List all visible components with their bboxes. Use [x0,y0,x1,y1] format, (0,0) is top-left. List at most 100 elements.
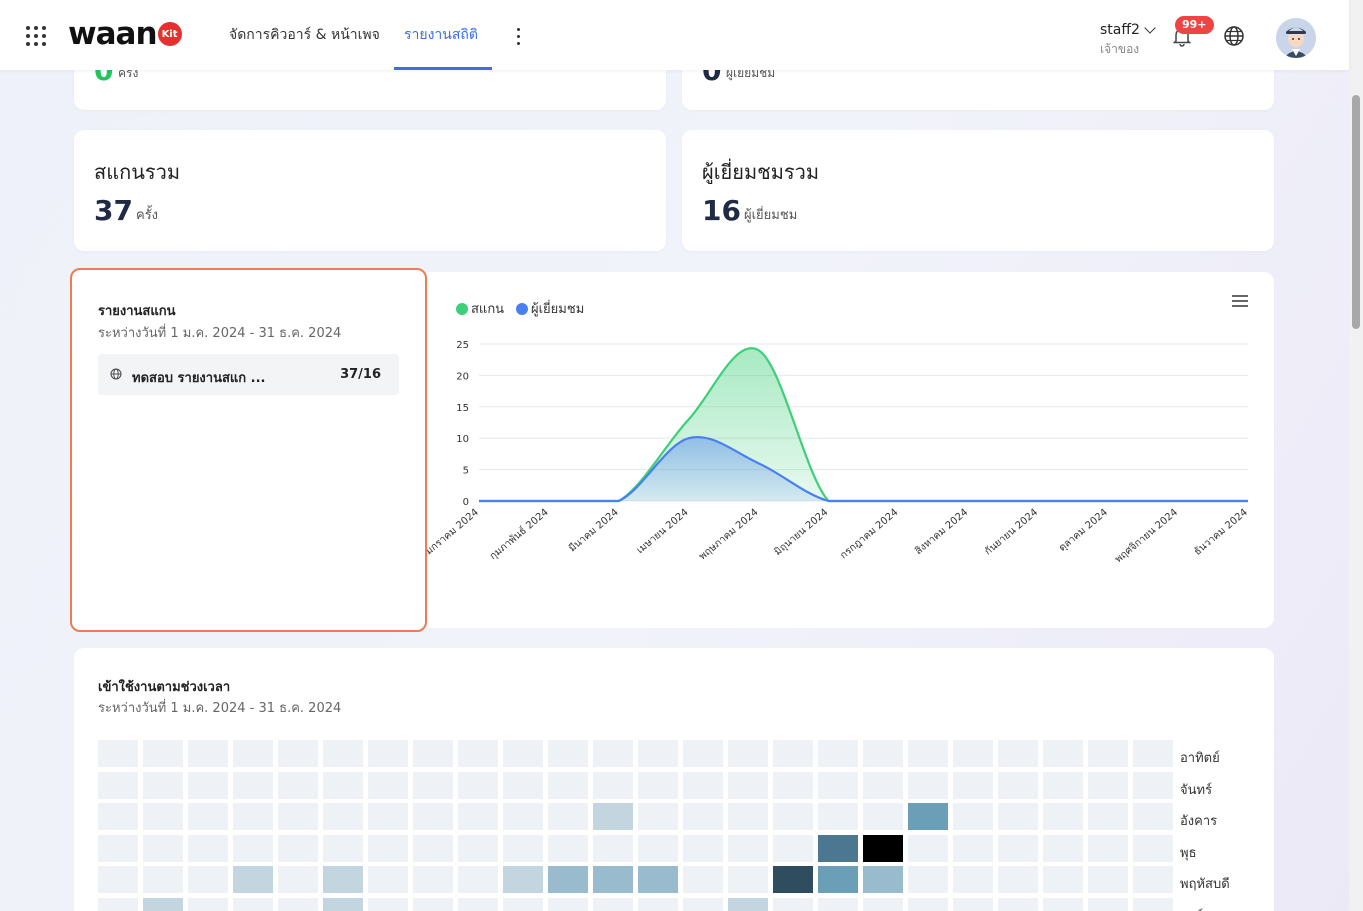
heatmap-cell[interactable] [593,897,633,911]
heatmap-cell[interactable] [728,740,768,767]
heatmap-cell[interactable] [278,803,318,830]
heatmap-cell[interactable] [323,866,363,893]
heatmap-cell[interactable] [188,771,228,799]
legend-visitor[interactable]: ผู้เยี่ยมชม [516,298,584,319]
heatmap-cell[interactable] [863,740,903,767]
tab-qr-management[interactable]: จัดการคิวอาร์ & หน้าเพจ [229,27,380,43]
heatmap-cell[interactable] [188,866,228,893]
heatmap-cell[interactable] [953,834,993,862]
heatmap-cell[interactable] [773,866,813,893]
heatmap-cell[interactable] [503,771,543,799]
heatmap-cell[interactable] [548,803,588,830]
heatmap-cell[interactable] [368,834,408,862]
heatmap-cell[interactable] [1133,866,1173,893]
heatmap-cell[interactable] [458,740,498,767]
heatmap-cell[interactable] [1133,834,1173,862]
heatmap-cell[interactable] [908,897,948,911]
heatmap-cell[interactable] [458,771,498,799]
heatmap-cell[interactable] [278,740,318,767]
heatmap-cell[interactable] [683,740,723,767]
heatmap-cell[interactable] [953,866,993,893]
heatmap-cell[interactable] [413,740,453,767]
heatmap-cell[interactable] [683,897,723,911]
heatmap-cell[interactable] [998,866,1038,893]
heatmap-cell[interactable] [503,834,543,862]
heatmap-cell[interactable] [818,771,858,799]
heatmap-cell[interactable] [593,803,633,830]
scrollbar-thumb[interactable] [1352,95,1360,329]
heatmap-cell[interactable] [368,803,408,830]
heatmap-cell[interactable] [863,866,903,893]
heatmap-cell[interactable] [503,897,543,911]
heatmap-cell[interactable] [1088,866,1128,893]
heatmap-cell[interactable] [368,740,408,767]
language-globe-icon[interactable] [1222,24,1246,48]
heatmap-cell[interactable] [1043,897,1083,911]
heatmap-cell[interactable] [413,803,453,830]
heatmap-cell[interactable] [1088,834,1128,862]
more-options-icon[interactable] [510,24,526,48]
heatmap-cell[interactable] [998,740,1038,767]
heatmap-cell[interactable] [773,740,813,767]
heatmap-cell[interactable] [953,740,993,767]
heatmap-cell[interactable] [98,866,138,893]
heatmap-cell[interactable] [818,740,858,767]
heatmap-cell[interactable] [638,803,678,830]
heatmap-cell[interactable] [278,866,318,893]
heatmap-cell[interactable] [593,771,633,799]
heatmap-cell[interactable] [413,834,453,862]
heatmap-cell[interactable] [1043,803,1083,830]
heatmap-cell[interactable] [863,897,903,911]
heatmap-cell[interactable] [998,897,1038,911]
heatmap-cell[interactable] [863,834,903,862]
heatmap-cell[interactable] [143,834,183,862]
heatmap-cell[interactable] [233,834,273,862]
heatmap-cell[interactable] [188,803,228,830]
heatmap-cell[interactable] [593,866,633,893]
heatmap-cell[interactable] [998,803,1038,830]
heatmap-cell[interactable] [998,771,1038,799]
heatmap-cell[interactable] [908,803,948,830]
heatmap-cell[interactable] [143,866,183,893]
heatmap-cell[interactable] [368,866,408,893]
heatmap-cell[interactable] [323,803,363,830]
heatmap-cell[interactable] [953,771,993,799]
heatmap-cell[interactable] [1088,771,1128,799]
heatmap-cell[interactable] [278,771,318,799]
heatmap-cell[interactable] [143,740,183,767]
heatmap-cell[interactable] [458,897,498,911]
page-scrollbar[interactable] [1349,0,1363,911]
chart-menu-icon[interactable] [1232,294,1250,308]
heatmap-cell[interactable] [503,803,543,830]
heatmap-cell[interactable] [98,803,138,830]
heatmap-cell[interactable] [368,771,408,799]
heatmap-cell[interactable] [1043,834,1083,862]
heatmap-cell[interactable] [548,866,588,893]
heatmap-cell[interactable] [503,866,543,893]
heatmap-cell[interactable] [143,803,183,830]
heatmap-cell[interactable] [233,771,273,799]
heatmap-cell[interactable] [143,771,183,799]
heatmap-cell[interactable] [323,897,363,911]
legend-scan[interactable]: สแกน [456,298,504,319]
heatmap-cell[interactable] [98,834,138,862]
heatmap-cell[interactable] [593,834,633,862]
heatmap-cell[interactable] [548,897,588,911]
heatmap-cell[interactable] [548,740,588,767]
apps-grid-icon[interactable] [26,26,46,46]
heatmap-cell[interactable] [863,803,903,830]
heatmap-cell[interactable] [683,771,723,799]
heatmap-cell[interactable] [998,834,1038,862]
heatmap-cell[interactable] [908,771,948,799]
heatmap-cell[interactable] [98,897,138,911]
heatmap-cell[interactable] [773,834,813,862]
heatmap-cell[interactable] [638,897,678,911]
heatmap-cell[interactable] [908,866,948,893]
heatmap-cell[interactable] [1133,740,1173,767]
heatmap-cell[interactable] [368,897,408,911]
heatmap-cell[interactable] [953,803,993,830]
heatmap-cell[interactable] [233,803,273,830]
heatmap-cell[interactable] [818,866,858,893]
heatmap-cell[interactable] [728,803,768,830]
heatmap-cell[interactable] [323,834,363,862]
